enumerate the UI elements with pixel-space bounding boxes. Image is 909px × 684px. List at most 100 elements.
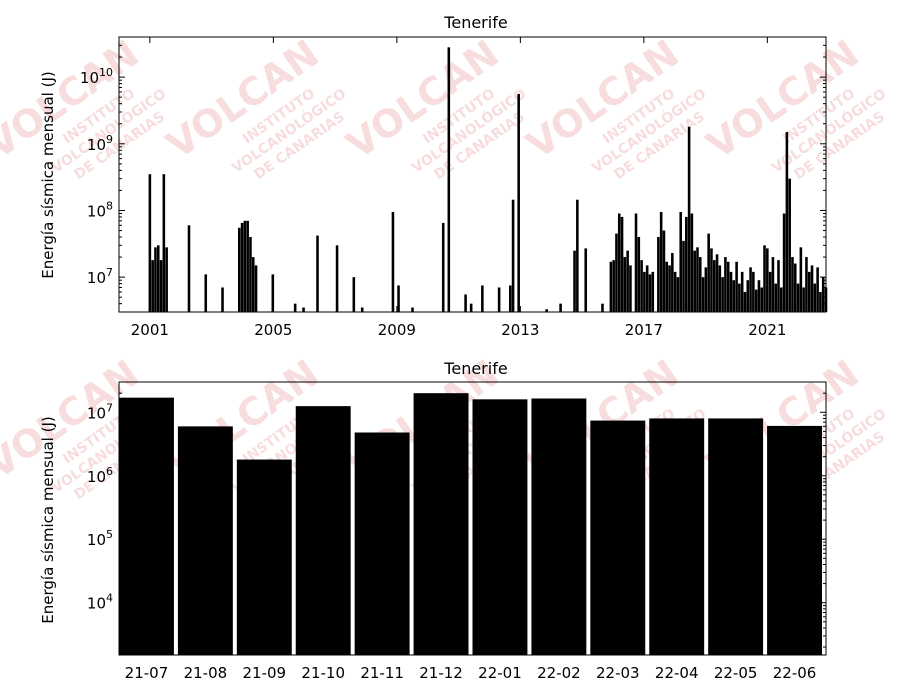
top-chart-bar [187,225,191,312]
y-tick-label: 1010 [80,66,113,87]
bottom-chart-bar [177,426,233,655]
top-chart-bar [509,285,512,312]
top-chart-bar [685,216,688,312]
top-chart-bar [615,233,618,312]
bottom-chart-bar [413,393,469,655]
top-chart-bar [249,237,252,312]
top-chart-bar [162,174,166,312]
top-chart-bar [441,222,445,312]
bottom-chart-bar [590,420,646,655]
y-tick-label: 104 [87,592,113,613]
top-chart-bar [629,265,632,312]
top-chart-bar [715,254,719,312]
top-chart-bar [729,271,733,312]
top-chart-bar [391,211,395,312]
top-chart-bar [254,265,258,312]
top-chart-bar [634,213,638,312]
top-chart-bar [637,237,641,312]
top-chart-bar [763,245,766,312]
top-chart-bar [807,271,811,312]
top-chart-bar [813,283,817,312]
top-chart-bar [665,261,669,312]
top-chart-bar [724,257,727,312]
top-chart-bar [271,274,275,312]
top-chart-bar [584,248,588,312]
x-tick-label: 22-06 [773,664,817,682]
top-chart-bar [785,132,789,312]
top-chart-bar [240,222,244,312]
bottom-chart-bar [708,418,764,655]
x-tick-label: 21-08 [184,664,228,682]
top-chart-bar [757,280,761,312]
x-tick-label: 2013 [501,321,539,339]
top-chart-bar [156,245,160,312]
bottom-chart-bars [119,393,822,655]
top-chart-bar [696,247,699,312]
top-chart-bar [662,230,666,312]
x-tick-label: 22-03 [596,664,640,682]
top-chart-bar [204,274,208,312]
top-chart-bar [777,260,780,312]
top-chart-bar [774,283,777,312]
bottom-chart-bar [472,399,528,655]
top-chart-bar [796,283,800,312]
top-chart-bar [816,267,819,312]
top-chart-bar [760,287,764,312]
top-chart-bar [645,265,649,312]
x-tick-label: 2001 [131,321,169,339]
top-chart-bar [738,283,741,312]
top-chart-bar [609,261,613,312]
x-tick-label: 2005 [254,321,292,339]
y-tick-label: 109 [87,133,113,154]
top-chart-bar [576,199,579,312]
top-chart-bar [573,250,576,312]
x-tick-label: 21-07 [125,664,169,682]
top-chart-bar [676,277,680,312]
top-chart-bar [243,220,247,312]
top-chart-bar [752,271,755,312]
y-tick-label: 107 [87,266,113,287]
top-chart-bar [668,265,671,312]
top-chart-bar [620,216,624,312]
top-chart-bar [154,247,157,312]
top-chart-bar [732,280,736,312]
x-tick-label: 2021 [748,321,786,339]
top-chart-bar [671,253,674,312]
top-chart-bars [148,47,828,312]
x-tick-label: 21-10 [301,664,345,682]
x-tick-label: 2009 [378,321,416,339]
top-chart-bar [481,285,484,312]
top-chart-bar [749,267,752,312]
top-chart-bar [746,280,750,312]
top-chart-bar [780,287,783,312]
top-chart-bar [659,211,663,312]
top-chart-bar [559,303,562,312]
top-chart-bar [782,213,786,312]
bottom-chart-bar [531,398,587,655]
top-chart-bar [601,303,604,312]
top-chart-bar [810,265,814,312]
x-tick-label: 22-02 [537,664,581,682]
bottom-chart-bar [354,432,410,655]
top-chart-bar [159,260,163,312]
y-tick-label: 105 [87,528,113,549]
top-chart-bar [726,261,730,312]
top-chart-bar [316,235,319,312]
top-chart-bar [657,237,660,312]
x-tick-label: 22-01 [478,664,522,682]
bottom-chart-axes: 104 105 106 107 21-07 21-08 21-09 21-10 21-11 21-… [87,381,827,682]
top-chart-bar [251,257,255,312]
top-chart-bar [643,271,646,312]
top-chart-bar [651,271,655,312]
top-chart-bar [690,213,694,312]
plot-frame [118,381,827,656]
top-chart-bar [511,199,515,312]
y-tick-label: 107 [87,401,113,422]
top-chart-title: Tenerife [443,13,507,32]
top-chart-bar [165,247,168,312]
top-chart-bar [411,307,414,312]
top-chart-bar [771,257,775,312]
